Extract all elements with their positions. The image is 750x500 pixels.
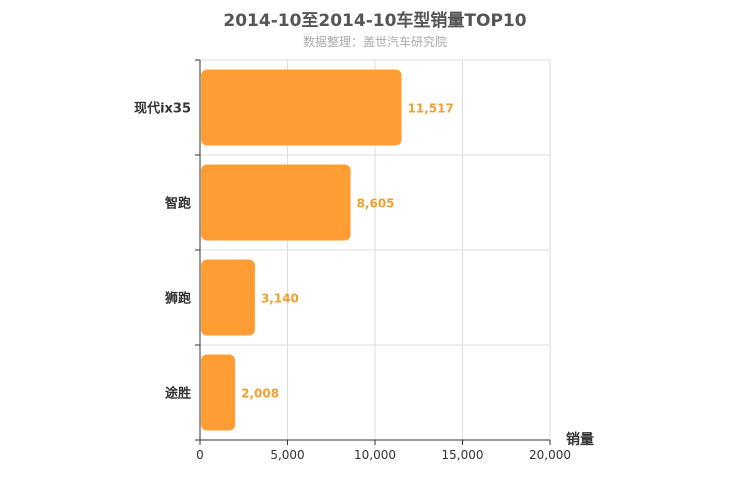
bar xyxy=(201,354,236,431)
category-label: 智跑 xyxy=(165,196,191,212)
data-label: 11,517 xyxy=(408,102,454,116)
category-label: 途胜 xyxy=(165,386,191,402)
x-axis-title: 销量 xyxy=(566,431,594,448)
x-tick-label: 10,000 xyxy=(354,448,396,462)
x-tick-label: 15,000 xyxy=(442,448,484,462)
bar xyxy=(201,69,402,146)
chart-subtitle: 数据整理：盖世汽车研究院 xyxy=(302,35,447,49)
bar xyxy=(201,164,351,241)
category-label: 狮跑 xyxy=(164,291,191,307)
data-label: 8,605 xyxy=(357,197,395,211)
chart-title: 2014-10至2014-10车型销量TOP10 xyxy=(223,11,527,31)
category-label: 现代ix35 xyxy=(134,101,191,117)
data-label: 2,008 xyxy=(241,387,279,401)
x-tick-label: 0 xyxy=(196,448,204,462)
bar xyxy=(201,259,255,336)
data-label: 3,140 xyxy=(261,292,299,306)
x-tick-label: 5,000 xyxy=(270,448,304,462)
x-tick-label: 20,000 xyxy=(529,448,571,462)
